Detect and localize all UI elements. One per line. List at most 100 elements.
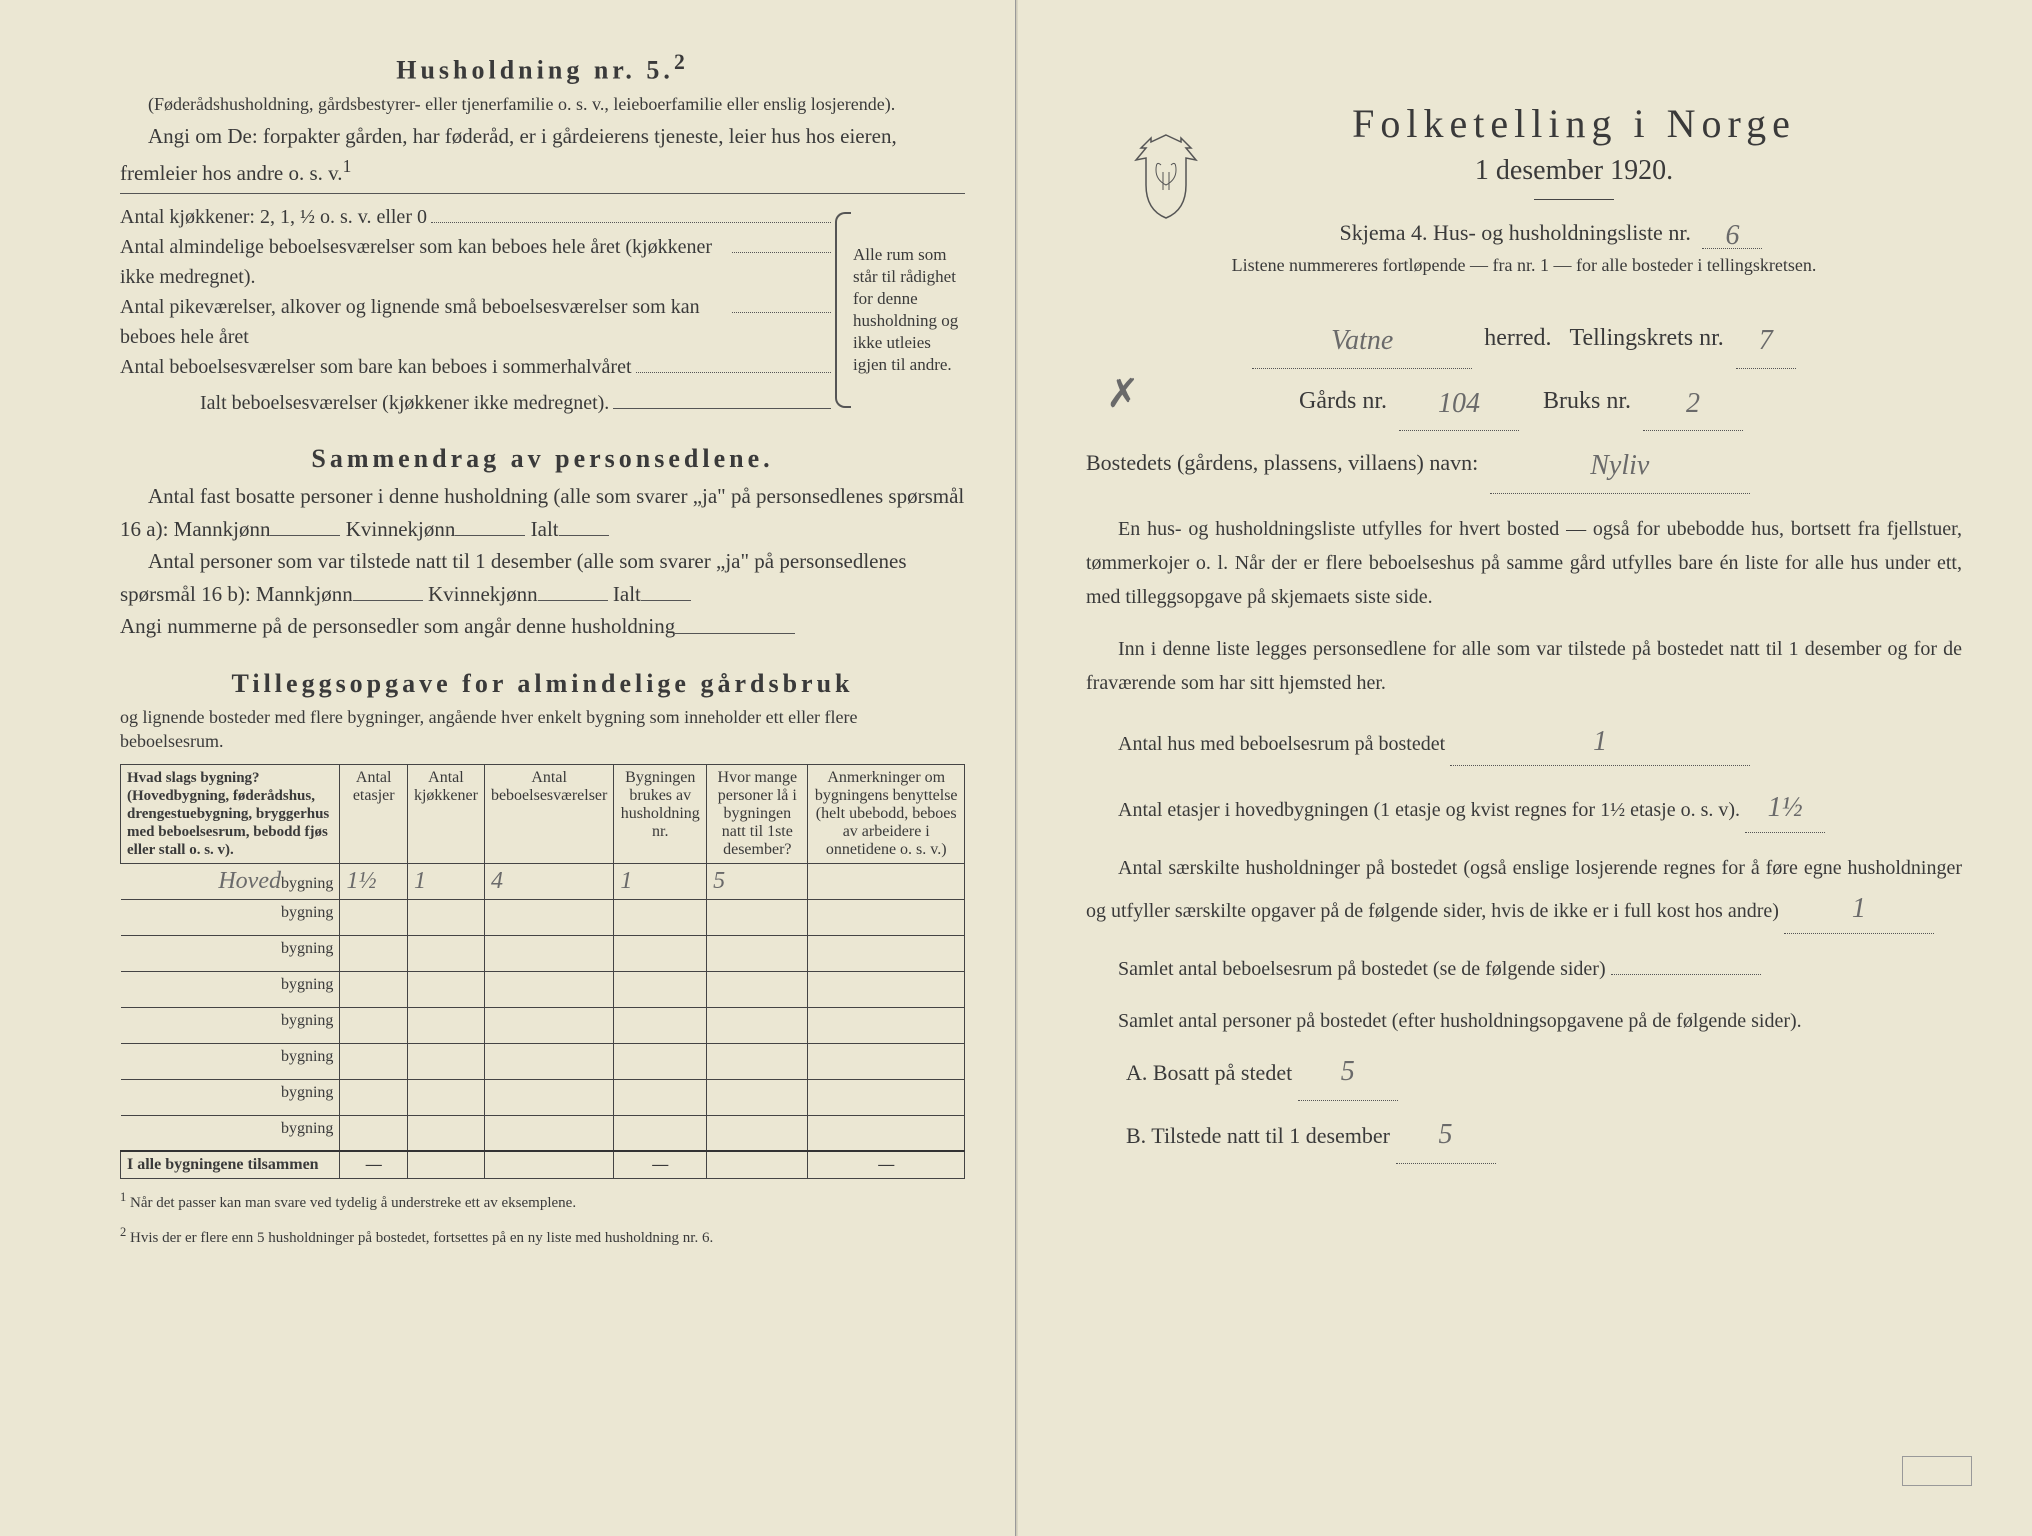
note-5b-text: Angi om De: forpakter gården, har føderå… (120, 124, 897, 185)
th0-text: Hvad slags bygning? (Hovedbygning, føder… (127, 770, 329, 858)
printer-stamp (1902, 1456, 1972, 1486)
table-row: bygning (121, 899, 965, 935)
r1c4: 1 (620, 868, 632, 894)
note-5b-sup: 1 (343, 156, 352, 176)
note-5b: Angi om De: forpakter gården, har føderå… (120, 120, 965, 189)
left-page: Husholdning nr. 5.2 (Føderådshusholdning… (0, 0, 1016, 1536)
summary2c: Ialt (613, 582, 641, 606)
footnote2: 2 Hvis der er flere enn 5 husholdninger … (120, 1224, 965, 1249)
q1-val: 1 (1593, 726, 1607, 757)
th-5: Hvor mange personer lå i bygningen natt … (707, 764, 808, 863)
para1: En hus- og husholdningsliste utfylles fo… (1086, 512, 1962, 614)
x-mark: ✗ (1106, 370, 1140, 417)
r1c3: 4 (491, 868, 503, 894)
gards-val: 104 (1438, 388, 1480, 419)
main-title: Folketelling i Norge (1186, 100, 1962, 147)
tc3: — (614, 1151, 707, 1179)
q2-label: Antal etasjer i hovedbygningen (1 etasje… (1118, 799, 1740, 821)
table-row: bygning (121, 971, 965, 1007)
total-label: I alle bygningene tilsammen (121, 1151, 340, 1179)
row1-c6 (808, 863, 965, 899)
bosted-val: Nyliv (1590, 450, 1649, 481)
table-header-row: Hvad slags bygning? (Hovedbygning, føder… (121, 764, 965, 863)
r1c1: 1½ (346, 868, 376, 894)
qB-val: 5 (1439, 1119, 1453, 1150)
fn2-text: Hvis der er flere enn 5 husholdninger på… (130, 1230, 713, 1246)
qA: A. Bosatt på stedet 5 (1126, 1044, 1962, 1101)
table-total-row: I alle bygningene tilsammen — — — (121, 1151, 965, 1179)
th-4: Bygningen brukes av husholdning nr. (614, 764, 707, 863)
summary-title: Sammendrag av personsedlene. (120, 444, 965, 474)
para2: Inn i denne liste legges personsedlene f… (1086, 632, 1962, 700)
q4: Samlet antal beboelsesrum på bostedet (s… (1086, 952, 1962, 986)
q1-label: Antal hus med beboelsesrum på bostedet (1118, 733, 1445, 755)
qB: B. Tilstede natt til 1 desember 5 (1126, 1107, 1962, 1164)
form-line: Skjema 4. Hus- og husholdningsliste nr. … (1146, 216, 1962, 249)
bruks-label: Bruks nr. (1543, 388, 1631, 414)
rooms-left: Antal kjøkkener: 2, 1, ½ o. s. v. eller … (120, 202, 835, 418)
row1-c2: 1 (407, 863, 484, 899)
rooms-total-row: Ialt beboelsesværelser (kjøkkener ikke m… (200, 388, 835, 418)
summary-line1: Antal fast bosatte personer i denne hush… (120, 480, 965, 545)
row1-label: Hovedbygning (121, 863, 340, 899)
herred-val: Vatne (1331, 325, 1393, 356)
row-suffix: bygning (121, 1043, 340, 1079)
footnote1: 1 Når det passer kan man svare ved tydel… (120, 1189, 965, 1214)
q5-label: Samlet antal personer på bostedet (efter… (1118, 1010, 1802, 1032)
tc5: — (808, 1151, 965, 1179)
th-2: Antal kjøkkener (407, 764, 484, 863)
th-0: Hvad slags bygning? (Hovedbygning, føder… (121, 764, 340, 863)
table-row: bygning (121, 1007, 965, 1043)
qA-label: A. Bosatt på stedet (1126, 1060, 1292, 1085)
q3-val: 1 (1852, 893, 1866, 924)
th-1: Antal etasjer (340, 764, 408, 863)
row-suffix: bygning (121, 1115, 340, 1151)
summary-line2: Antal personer som var tilstede natt til… (120, 545, 965, 610)
form-line-label: Skjema 4. Hus- og husholdningsliste nr. (1340, 220, 1691, 245)
rooms2-row: Antal pikeværelser, alkover og lignende … (120, 292, 835, 352)
tc0: — (340, 1151, 408, 1179)
row1-c1: 1½ (340, 863, 408, 899)
kitchens-label: Antal kjøkkener: 2, 1, ½ o. s. v. eller … (120, 202, 427, 232)
krets-val: 7 (1759, 325, 1773, 356)
table-row: bygning (121, 1043, 965, 1079)
rooms1-label: Antal almindelige beboelsesværelser som … (120, 232, 728, 292)
summary3: Angi nummerne på de personsedler som ang… (120, 615, 675, 639)
krets-label: Tellingskrets nr. (1569, 325, 1723, 351)
subtitle: 1 desember 1920. (1186, 155, 1962, 187)
row-suffix: bygning (121, 935, 340, 971)
th-3: Antal beboelsesværelser (484, 764, 613, 863)
header-fields: Vatne herred. Tellingskrets nr. 7 Gårds … (1086, 306, 1962, 494)
q2: Antal etasjer i hovedbygningen (1 etasje… (1086, 784, 1962, 833)
r1c2: 1 (414, 868, 426, 894)
row-suffix: bygning (281, 875, 333, 892)
fn1-text: Når det passer kan man svare ved tydelig… (130, 1195, 576, 1211)
para1-text: En hus- og husholdningsliste utfylles fo… (1086, 518, 1962, 608)
heading-text: Husholdning nr. 5. (396, 56, 674, 85)
para2-text: Inn i denne liste legges personsedlene f… (1086, 638, 1962, 694)
gards-line: Gårds nr. 104 Bruks nr. 2 (1086, 369, 1962, 432)
note-5a: (Føderådshusholdning, gårdsbestyrer- ell… (120, 92, 965, 116)
form-nr-val: 6 (1725, 220, 1739, 251)
household-5-title: Husholdning nr. 5.2 (120, 50, 965, 86)
q4-label: Samlet antal beboelsesrum på bostedet (s… (1118, 958, 1606, 980)
qB-label: B. Tilstede natt til 1 desember (1126, 1123, 1390, 1148)
row1-c5: 5 (707, 863, 808, 899)
herred-label: herred. (1484, 325, 1551, 351)
heading-sup: 2 (674, 50, 689, 74)
brace-note: Alle rum som står til rådighet for denne… (835, 202, 965, 418)
brace-text: Alle rum som står til rådighet for denne… (853, 244, 965, 377)
coat-of-arms-icon (1126, 130, 1206, 220)
table-row: bygning (121, 1079, 965, 1115)
table-row: bygning (121, 935, 965, 971)
row-suffix: bygning (121, 899, 340, 935)
kitchens-row: Antal kjøkkener: 2, 1, ½ o. s. v. eller … (120, 202, 835, 232)
bosted-line: Bostedets (gårdens, plassens, villaens) … (1086, 431, 1962, 494)
rooms3-row: Antal beboelsesværelser som bare kan beb… (120, 352, 835, 382)
tillegg-sub: og lignende bosteder med flere bygninger… (120, 705, 965, 754)
row-suffix: bygning (121, 1079, 340, 1115)
q5: Samlet antal personer på bostedet (efter… (1086, 1004, 1962, 1038)
rooms1-row: Antal almindelige beboelsesværelser som … (120, 232, 835, 292)
r1c5: 5 (713, 868, 725, 894)
rooms2-label: Antal pikeværelser, alkover og lignende … (120, 292, 728, 352)
